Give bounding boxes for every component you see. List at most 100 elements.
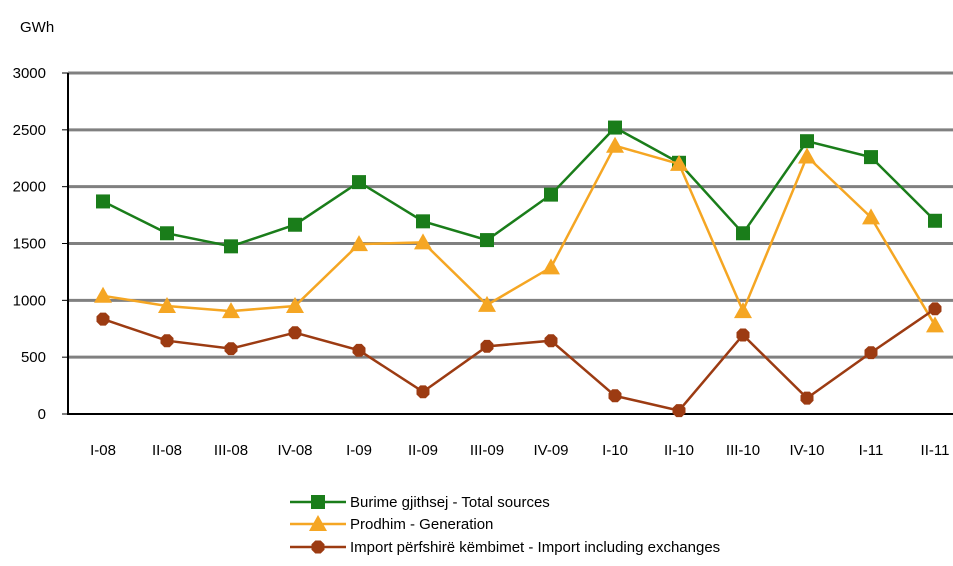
x-tick-label: III-09: [470, 442, 504, 459]
data-point: [414, 233, 432, 250]
data-point-shape: [480, 339, 494, 353]
x-tick-label: III-10: [726, 442, 760, 459]
y-tick-label: 1500: [13, 236, 46, 253]
legend-item: Import përfshirë këmbimet - Import inclu…: [290, 539, 720, 556]
data-point: [352, 343, 366, 357]
data-point: [311, 495, 325, 509]
series-lines: [94, 120, 944, 418]
data-point: [158, 297, 176, 314]
data-point: [311, 540, 325, 554]
series-group: [96, 302, 942, 418]
data-point: [606, 136, 624, 153]
legend-item: Prodhim - Generation: [290, 515, 493, 533]
series-line: [102, 126, 936, 248]
data-point: [350, 235, 368, 252]
legend-label: Burime gjithsej - Total sources: [350, 494, 550, 511]
x-tick-label: I-10: [602, 442, 628, 459]
x-tick-label: IV-09: [533, 442, 568, 459]
x-tick-label: III-08: [214, 442, 248, 459]
data-point-shape: [736, 328, 750, 342]
data-point: [480, 233, 494, 248]
y-axis-tick-labels: 0 500 1000 1500 2000 2500 3000: [13, 65, 46, 423]
data-point: [416, 385, 430, 399]
data-point: [288, 326, 302, 340]
data-point: [800, 134, 814, 149]
data-point-shape: [416, 385, 430, 399]
data-point: [478, 295, 496, 312]
data-point: [309, 515, 327, 531]
data-point: [864, 346, 878, 360]
data-point: [928, 302, 942, 316]
data-point: [608, 120, 622, 135]
x-tick-label: I-09: [346, 442, 372, 459]
data-point: [864, 150, 878, 165]
legend-label: Import përfshirë këmbimet - Import inclu…: [350, 539, 720, 556]
legend-label: Prodhim - Generation: [350, 516, 493, 533]
data-point: [608, 389, 622, 403]
x-axis-tick-labels: I-08 II-08 III-08 IV-08 I-09 II-09 III-09 IV-09…: [90, 442, 949, 459]
data-point: [352, 175, 366, 190]
data-point-shape: [672, 404, 686, 418]
data-point: [926, 316, 944, 333]
data-point: [160, 334, 174, 348]
data-point: [224, 239, 238, 254]
x-tick-label: I-08: [90, 442, 116, 459]
data-point-shape: [544, 334, 558, 348]
data-point: [480, 339, 494, 353]
x-tick-label: IV-08: [277, 442, 312, 459]
data-point-shape: [352, 343, 366, 357]
data-point: [798, 147, 816, 164]
data-point: [96, 312, 110, 326]
data-point-shape: [608, 389, 622, 403]
data-point: [286, 297, 304, 314]
data-point: [544, 187, 558, 202]
legend-item: Burime gjithsej - Total sources: [290, 494, 550, 511]
data-point-shape: [96, 312, 110, 326]
data-point: [160, 226, 174, 241]
data-point: [800, 391, 814, 405]
data-point: [224, 342, 238, 356]
series-group: [96, 120, 942, 254]
data-point: [288, 217, 302, 232]
data-point: [544, 334, 558, 348]
x-tick-label: II-09: [408, 442, 438, 459]
data-point-shape: [800, 391, 814, 405]
data-point: [94, 286, 112, 303]
data-point-shape: [160, 334, 174, 348]
y-tick-label: 3000: [13, 65, 46, 82]
data-point-shape: [311, 540, 325, 554]
data-point: [736, 226, 750, 241]
y-tick-label: 2500: [13, 122, 46, 139]
x-tick-label: II-08: [152, 442, 182, 459]
data-point: [928, 213, 942, 228]
data-point: [670, 154, 688, 171]
y-tick-label: 500: [21, 349, 46, 366]
x-tick-label: I-11: [859, 442, 884, 459]
data-point: [736, 328, 750, 342]
x-tick-label: II-10: [664, 442, 694, 459]
axes: [62, 72, 953, 415]
data-point-shape: [928, 302, 942, 316]
data-point: [96, 194, 110, 209]
data-point-shape: [224, 342, 238, 356]
data-point: [222, 302, 240, 319]
legend: Burime gjithsej - Total sources Prodhim -…: [290, 494, 720, 556]
data-point: [862, 208, 880, 225]
series-group: [94, 136, 944, 333]
data-point: [416, 214, 430, 229]
data-point-shape: [288, 326, 302, 340]
y-tick-label: 0: [38, 406, 46, 423]
data-point: [672, 404, 686, 418]
series-line: [102, 307, 936, 412]
series-line: [102, 144, 937, 326]
y-tick-label: 2000: [13, 179, 46, 196]
data-point-shape: [864, 346, 878, 360]
data-point: [734, 302, 752, 319]
x-tick-label: IV-10: [789, 442, 824, 459]
data-point: [542, 258, 560, 275]
x-tick-label: II-11: [921, 442, 950, 459]
y-axis-unit-label: GWh: [20, 19, 54, 36]
gridlines: [68, 71, 953, 359]
y-tick-label: 1000: [13, 292, 46, 309]
